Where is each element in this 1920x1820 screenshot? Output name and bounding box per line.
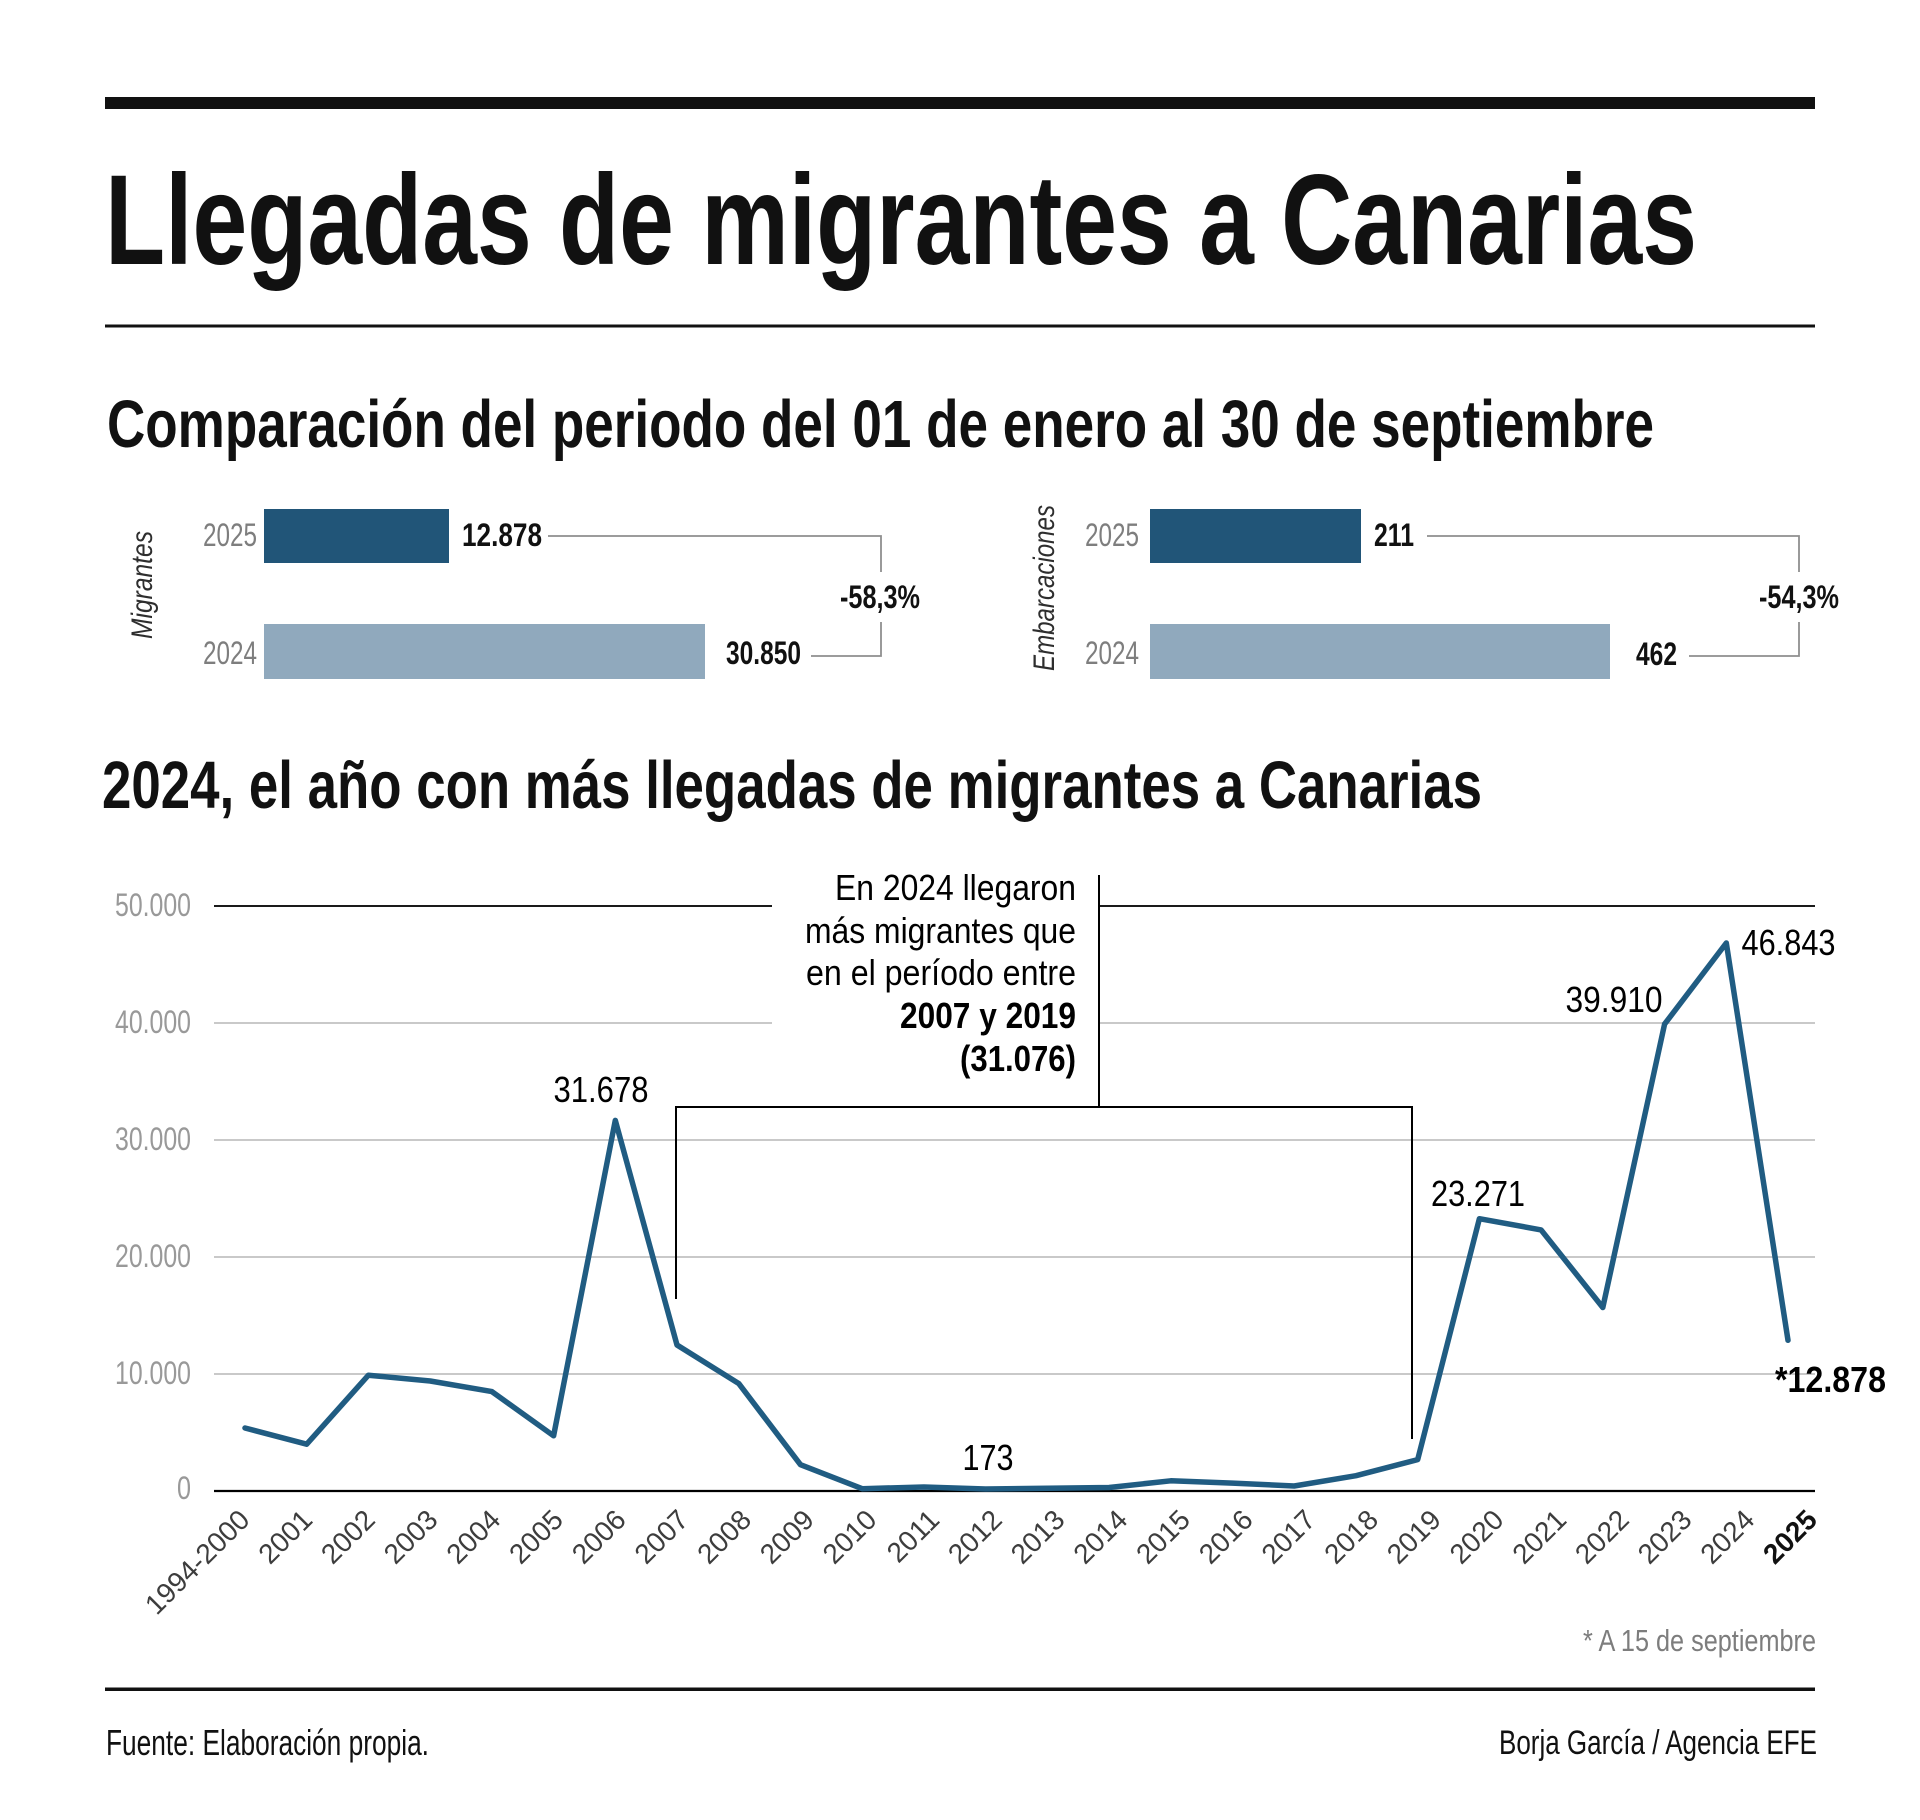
svg-text:23.271: 23.271 bbox=[1431, 1173, 1525, 1214]
svg-text:50.000: 50.000 bbox=[115, 887, 191, 923]
svg-text:40.000: 40.000 bbox=[115, 1004, 191, 1040]
svg-text:30.850: 30.850 bbox=[726, 635, 801, 671]
svg-text:más migrantes que: más migrantes que bbox=[805, 910, 1076, 951]
svg-text:173: 173 bbox=[963, 1437, 1014, 1478]
svg-text:2024: 2024 bbox=[1085, 635, 1139, 671]
svg-text:2024: 2024 bbox=[203, 635, 257, 671]
svg-text:30.000: 30.000 bbox=[115, 1121, 191, 1157]
svg-text:10.000: 10.000 bbox=[115, 1355, 191, 1391]
svg-text:* A 15 de septiembre: * A 15 de septiembre bbox=[1583, 1623, 1816, 1658]
svg-text:0: 0 bbox=[177, 1470, 191, 1506]
svg-text:Fuente: Elaboración propia.: Fuente: Elaboración propia. bbox=[106, 1722, 429, 1763]
svg-text:Comparación del periodo del 01: Comparación del periodo del 01 de enero … bbox=[107, 387, 1654, 462]
svg-text:20.000: 20.000 bbox=[115, 1238, 191, 1274]
svg-text:2025: 2025 bbox=[203, 517, 257, 553]
svg-text:Llegadas de migrantes a Canari: Llegadas de migrantes a Canarias bbox=[105, 149, 1697, 292]
svg-text:(31.076): (31.076) bbox=[960, 1038, 1076, 1079]
svg-text:En 2024 llegaron: En 2024 llegaron bbox=[835, 867, 1076, 908]
svg-text:Embarcaciones: Embarcaciones bbox=[1028, 505, 1061, 671]
svg-text:*12.878: *12.878 bbox=[1775, 1359, 1886, 1400]
svg-text:39.910: 39.910 bbox=[1566, 979, 1663, 1020]
svg-text:-58,3%: -58,3% bbox=[840, 579, 920, 615]
svg-text:2024, el año con más llegadas: 2024, el año con más llegadas de migrant… bbox=[102, 748, 1482, 823]
svg-text:Borja García / Agencia EFE: Borja García / Agencia EFE bbox=[1499, 1724, 1817, 1762]
svg-text:Migrantes: Migrantes bbox=[126, 531, 159, 639]
svg-text:46.843: 46.843 bbox=[1742, 922, 1836, 963]
svg-text:31.678: 31.678 bbox=[554, 1069, 649, 1110]
svg-text:-54,3%: -54,3% bbox=[1759, 579, 1839, 615]
svg-text:2025: 2025 bbox=[1085, 517, 1139, 553]
svg-text:2007 y 2019: 2007 y 2019 bbox=[900, 995, 1076, 1036]
svg-text:211: 211 bbox=[1374, 517, 1414, 553]
svg-text:12.878: 12.878 bbox=[462, 517, 542, 553]
svg-text:en el período entre: en el período entre bbox=[806, 952, 1076, 993]
svg-text:462: 462 bbox=[1636, 636, 1677, 672]
